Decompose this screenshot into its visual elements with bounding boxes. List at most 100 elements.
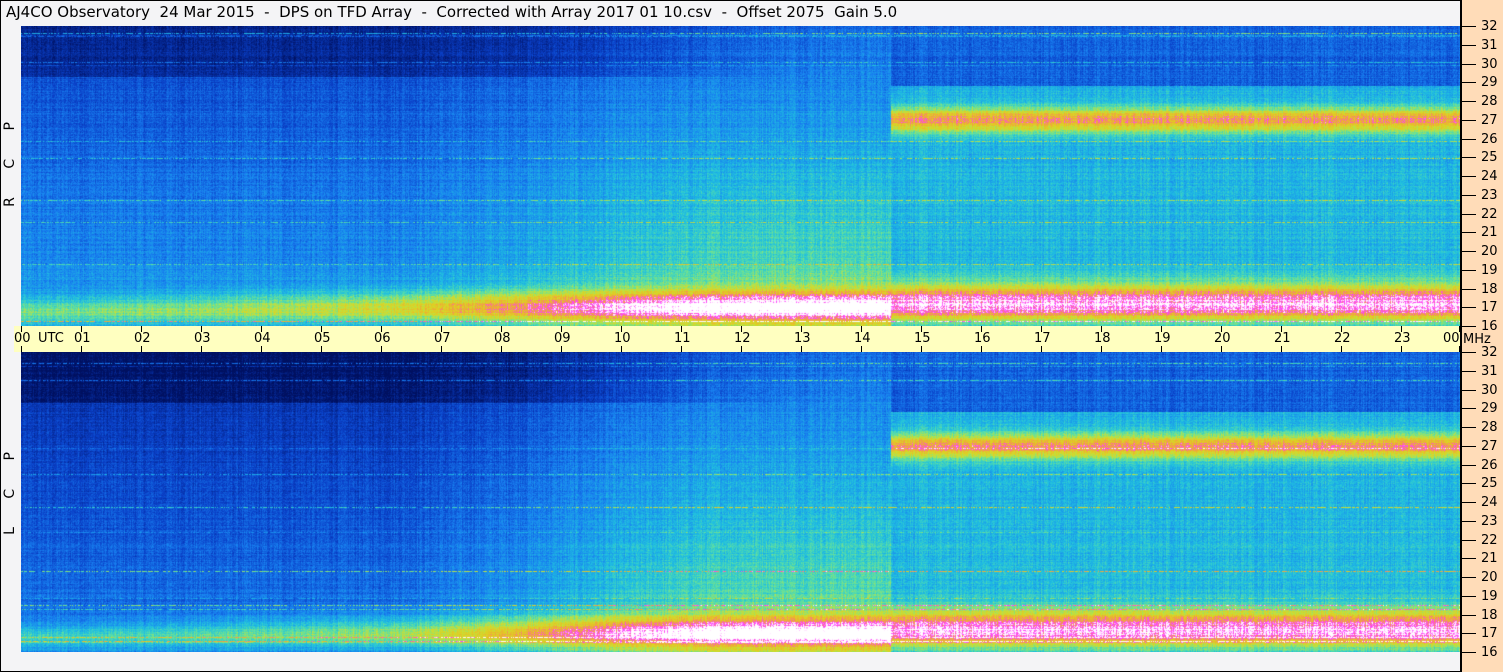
time-tick-label: 18 xyxy=(1094,331,1111,346)
time-tick xyxy=(141,346,142,352)
heatmap-canvas-rcp xyxy=(21,26,1460,326)
time-tick xyxy=(1041,326,1042,332)
freq-tick xyxy=(1462,445,1476,447)
freq-tick xyxy=(1462,119,1476,121)
freq-tick-label: 30 xyxy=(1481,382,1498,398)
freq-tick-label: 21 xyxy=(1481,225,1498,241)
time-tick xyxy=(981,346,982,352)
freq-tick-label: 26 xyxy=(1481,457,1498,473)
freq-tick-label: 17 xyxy=(1481,626,1498,642)
freq-tick xyxy=(1462,577,1476,578)
freq-tick-label: 23 xyxy=(1481,187,1498,203)
freq-tick-label: 16 xyxy=(1481,319,1498,334)
freq-tick-label: 27 xyxy=(1481,438,1498,454)
freq-tick-label: 22 xyxy=(1481,206,1498,222)
freq-tick xyxy=(1462,288,1476,290)
freq-tick xyxy=(1462,194,1476,196)
freq-tick xyxy=(1462,502,1476,503)
time-tick xyxy=(561,346,562,352)
freq-tick xyxy=(1462,614,1476,616)
time-tick-label: 10 xyxy=(614,331,631,346)
freq-tick-label: 19 xyxy=(1481,262,1498,278)
time-tick-label: 12 xyxy=(734,331,751,346)
freq-tick xyxy=(1462,26,1476,27)
time-tick-label: 04 xyxy=(254,331,271,346)
time-tick-label: 20 xyxy=(1214,331,1231,346)
freq-tick-label: 31 xyxy=(1481,37,1498,53)
freq-tick-label: 25 xyxy=(1481,476,1498,492)
time-tick xyxy=(681,326,682,332)
time-tick xyxy=(261,346,262,352)
time-tick-label: 09 xyxy=(554,331,571,346)
freq-tick xyxy=(1462,464,1476,466)
time-tick-label: 02 xyxy=(134,331,151,346)
time-tick xyxy=(801,346,802,352)
freq-tick-label: 27 xyxy=(1481,112,1498,128)
time-tick xyxy=(1221,326,1222,332)
time-tick xyxy=(261,326,262,332)
panel-label-lcp: L C P xyxy=(2,440,18,535)
freq-tick xyxy=(1462,520,1476,522)
time-tick xyxy=(801,326,802,332)
time-tick xyxy=(621,346,622,352)
freq-tick-label: 31 xyxy=(1481,363,1498,379)
time-tick xyxy=(501,326,502,332)
freq-tick-label: 24 xyxy=(1481,495,1498,510)
time-tick-label: 15 xyxy=(914,331,931,346)
time-axis: 00 01 02 03 04 05 06 07 08 09 10 11 12 13 14 15 16 17 18 19… xyxy=(14,326,1460,352)
freq-tick xyxy=(1462,101,1476,102)
time-tick xyxy=(1221,346,1222,352)
time-tick xyxy=(921,326,922,332)
freq-tick xyxy=(1462,251,1476,252)
freq-tick xyxy=(1462,633,1476,635)
time-tick xyxy=(861,346,862,352)
time-tick xyxy=(1459,326,1460,332)
freq-tick xyxy=(1462,138,1476,140)
freq-tick-label: 29 xyxy=(1481,75,1498,91)
freq-tick-label: 32 xyxy=(1481,19,1498,34)
time-tick xyxy=(81,346,82,352)
time-tick xyxy=(1281,326,1282,332)
time-tick xyxy=(861,326,862,332)
time-tick xyxy=(981,326,982,332)
time-tick-label: 06 xyxy=(374,331,391,346)
freq-tick-label: 28 xyxy=(1481,94,1498,109)
freq-tick xyxy=(1462,176,1476,177)
time-tick xyxy=(1101,346,1102,352)
freq-tick xyxy=(1462,326,1476,327)
time-tick xyxy=(81,326,82,332)
freq-tick xyxy=(1462,157,1476,159)
time-tick xyxy=(741,326,742,332)
freq-tick-label: 23 xyxy=(1481,513,1498,529)
freq-tick xyxy=(1462,539,1476,541)
time-tick xyxy=(501,346,502,352)
time-tick xyxy=(1281,346,1282,352)
freq-tick-label: 24 xyxy=(1481,169,1498,184)
freq-tick-label: 18 xyxy=(1481,607,1498,623)
spectrogram-lcp xyxy=(21,352,1460,652)
freq-tick xyxy=(1462,269,1476,271)
time-tick-label: 00 xyxy=(14,331,31,346)
time-tick-label: 22 xyxy=(1334,331,1351,346)
time-tick xyxy=(1401,326,1402,332)
time-tick xyxy=(1401,346,1402,352)
freq-tick xyxy=(1462,82,1476,84)
chart-title: AJ4CO Observatory 24 Mar 2015 - DPS on T… xyxy=(6,3,898,21)
time-tick xyxy=(201,326,202,332)
time-tick xyxy=(21,326,22,332)
freq-tick xyxy=(1462,232,1476,234)
freq-tick xyxy=(1462,595,1476,597)
freq-tick-label: 25 xyxy=(1481,150,1498,166)
freq-tick-label: 17 xyxy=(1481,300,1498,316)
frequency-axis: 32 31 30 29 28 27 26 25 24 23 22 21 20 19 18 17 16 32 31 30… xyxy=(1460,0,1503,672)
time-tick-label: 21 xyxy=(1274,331,1291,346)
freq-tick-label: 16 xyxy=(1481,645,1498,660)
freq-tick xyxy=(1462,370,1476,372)
freq-tick-label: 32 xyxy=(1481,345,1498,360)
freq-tick xyxy=(1462,483,1476,485)
heatmap-canvas-lcp xyxy=(21,352,1460,652)
time-tick xyxy=(1161,326,1162,332)
time-tick xyxy=(21,346,22,352)
time-tick xyxy=(561,326,562,332)
freq-tick-label: 20 xyxy=(1481,244,1498,259)
